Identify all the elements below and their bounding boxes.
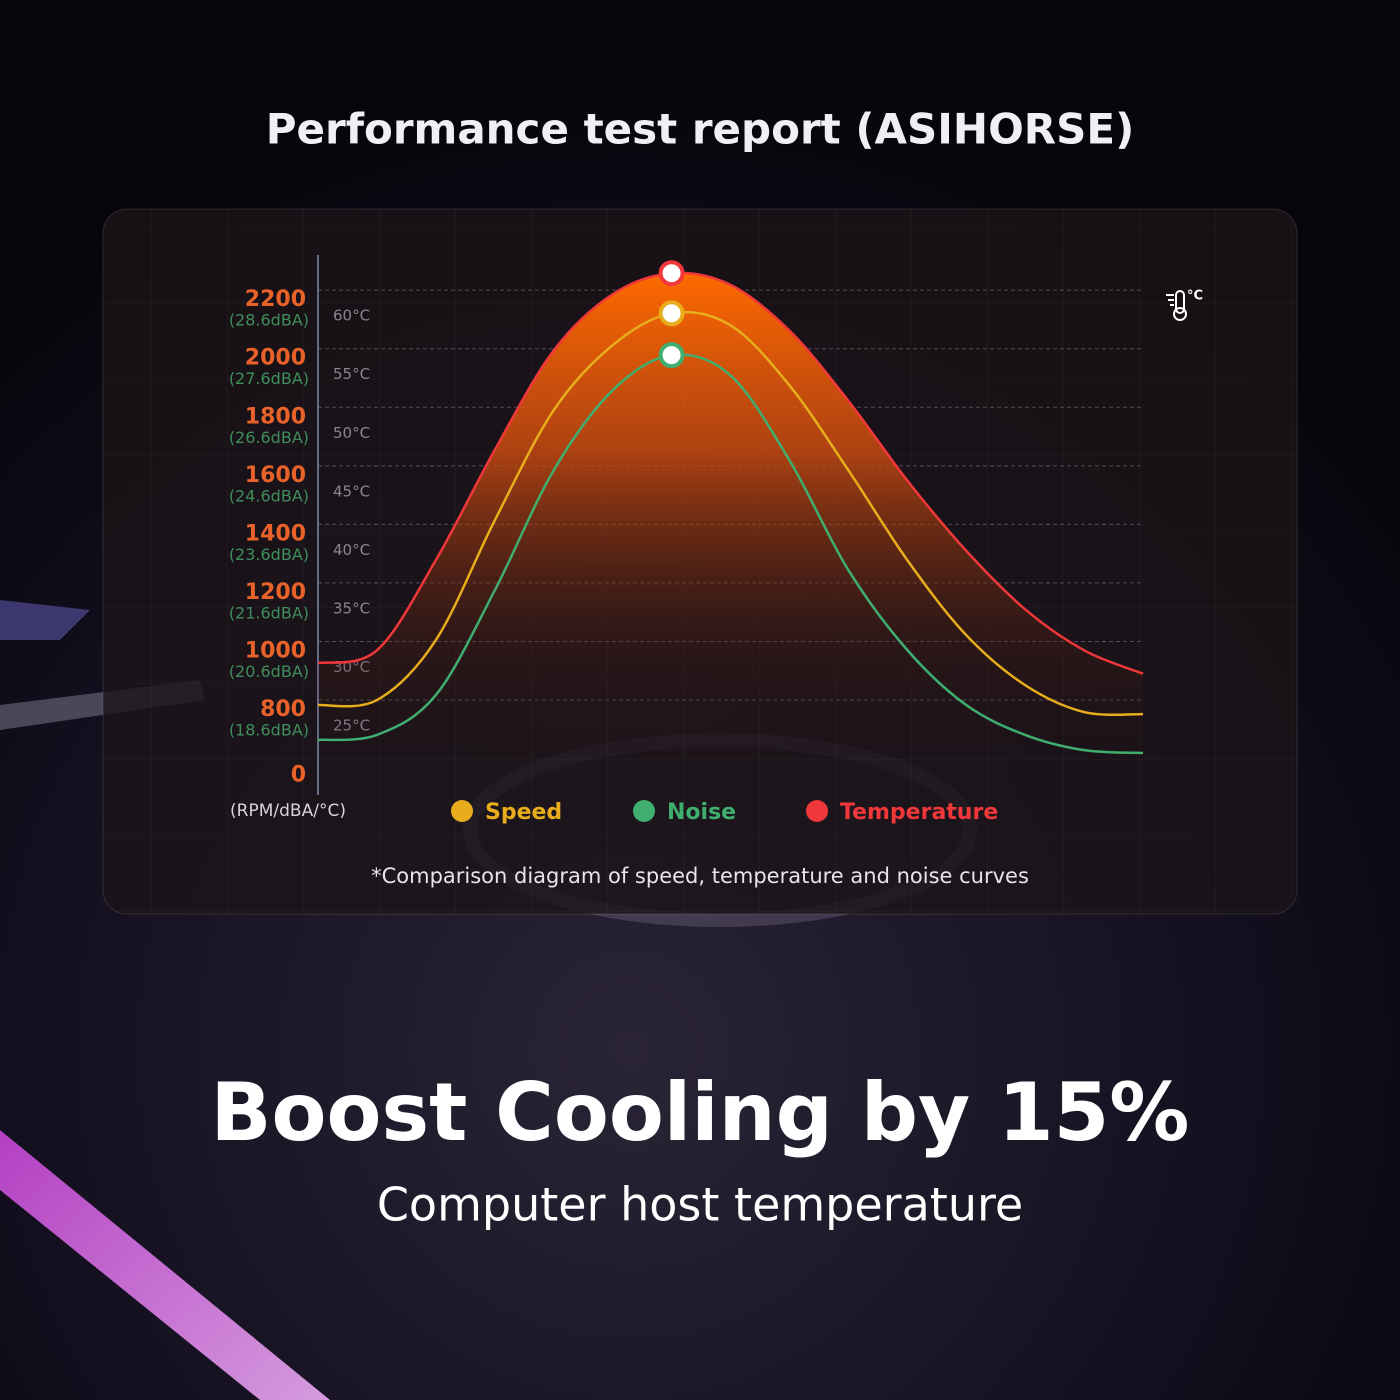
thermometer-icon bbox=[1166, 290, 1187, 321]
y-tick-label: 0 bbox=[291, 763, 306, 788]
y2-tick-label: 55°C bbox=[333, 365, 370, 383]
series-line bbox=[317, 271, 1144, 675]
legend-swatch bbox=[806, 800, 828, 822]
y2-tick-label: 35°C bbox=[333, 599, 370, 617]
y-tick-label: 1800 bbox=[245, 404, 306, 429]
chart-title: Performance test report (ASIHORSE) bbox=[266, 105, 1135, 154]
peak-marker bbox=[658, 260, 685, 287]
noise-tick-label: (24.6dBA) bbox=[229, 486, 309, 505]
legend-label: Speed bbox=[485, 800, 562, 825]
noise-tick-label: (28.6dBA) bbox=[229, 311, 309, 330]
series-line bbox=[317, 353, 1144, 755]
legend-swatch bbox=[451, 800, 473, 822]
y-tick-label: 800 bbox=[260, 697, 306, 722]
y-tick-label: 1000 bbox=[245, 638, 306, 663]
icon-label: °C bbox=[1187, 289, 1203, 304]
chart-note: *Comparison diagram of speed, temperatur… bbox=[371, 864, 1029, 888]
headline: Boost Cooling by 15% bbox=[211, 1066, 1190, 1159]
y-tick-label: 2200 bbox=[245, 287, 306, 312]
series-line bbox=[317, 310, 1144, 717]
noise-tick-label: (23.6dBA) bbox=[229, 545, 309, 564]
y2-tick-label: 60°C bbox=[333, 307, 370, 325]
noise-tick-label: (21.6dBA) bbox=[229, 603, 309, 622]
noise-tick-label: (26.6dBA) bbox=[229, 428, 309, 447]
y2-tick-label: 40°C bbox=[333, 541, 370, 559]
legend-swatch bbox=[633, 800, 655, 822]
legend-label: Temperature bbox=[840, 800, 998, 825]
peak-marker bbox=[658, 300, 685, 327]
peak-marker bbox=[658, 342, 685, 369]
y-axis-label: (RPM/dBA/°C) bbox=[230, 801, 346, 821]
subheadline: Computer host temperature bbox=[377, 1178, 1023, 1232]
y-tick-label: 1200 bbox=[245, 580, 306, 605]
chart: 0 800(18.6dBA) 1000(20.6dBA) 1200(21.6dBA) 1… bbox=[229, 255, 1144, 825]
noise-tick-label: (20.6dBA) bbox=[229, 662, 309, 681]
noise-tick-label: (27.6dBA) bbox=[229, 369, 309, 388]
y2-tick-label: 45°C bbox=[333, 482, 370, 500]
y-tick-label: 1400 bbox=[245, 521, 306, 546]
legend-label: Noise bbox=[667, 800, 736, 825]
y2-tick-label: 50°C bbox=[333, 424, 370, 442]
y-tick-label: 2000 bbox=[245, 346, 306, 371]
decor-light bbox=[0, 1130, 330, 1400]
noise-tick-label: (18.6dBA) bbox=[229, 721, 309, 740]
y-tick-label: 1600 bbox=[245, 463, 306, 488]
decor-light bbox=[0, 600, 90, 640]
